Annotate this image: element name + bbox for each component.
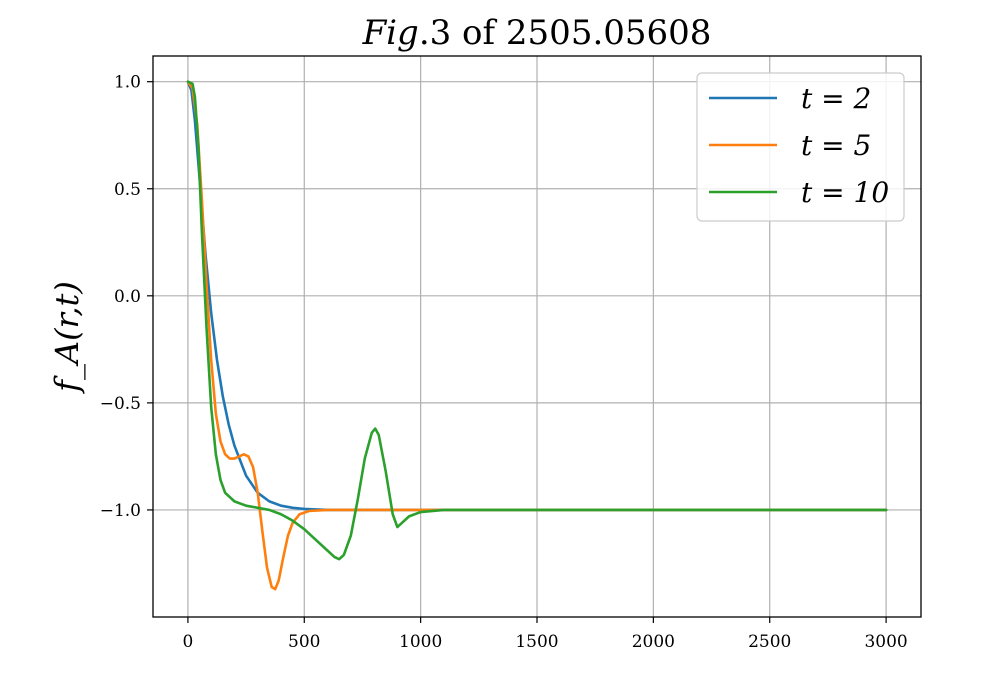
legend-label-1: t = 5	[801, 129, 871, 162]
x-tick-label-6: 3000	[864, 632, 907, 652]
legend-label-2: t = 10	[801, 176, 889, 209]
legend-box	[696, 72, 905, 222]
axis-ticks: 0 500 1000 1500 2000 2500 3000 1.0 0.5 0.0 −0.5 −1.…	[100, 73, 908, 652]
x-tick-label-0: 0	[182, 632, 193, 652]
y-tick-label-1: 0.5	[114, 180, 141, 200]
chart-title-part-0: Fig	[362, 13, 419, 53]
series-lines	[186, 80, 888, 591]
chart-title: Fig.3 of 2505.05608	[362, 13, 712, 53]
y-axis-label: f_A(r,t)	[48, 281, 86, 394]
x-tick-label-4: 2000	[632, 632, 675, 652]
y-tick-label-4: −1.0	[100, 501, 141, 521]
series-line-2	[186, 80, 888, 561]
x-tick-label-2: 1000	[399, 632, 442, 652]
y-tick-label-3: −0.5	[100, 394, 141, 414]
x-tick-label-5: 2500	[748, 632, 791, 652]
y-tick-label-2: 0.0	[114, 287, 141, 307]
x-tick-label-3: 1500	[515, 632, 558, 652]
x-tick-label-1: 500	[288, 632, 320, 652]
series-line-1	[186, 80, 888, 591]
chart-title-part-1: .3 of 2505.05608	[419, 13, 712, 53]
y-tick-label-0: 1.0	[114, 73, 141, 93]
legend-label-0: t = 2	[801, 82, 871, 115]
legend: t = 2 t = 5 t = 10	[696, 72, 905, 222]
y-axis-label-group: f_A(r,t)	[48, 281, 86, 394]
